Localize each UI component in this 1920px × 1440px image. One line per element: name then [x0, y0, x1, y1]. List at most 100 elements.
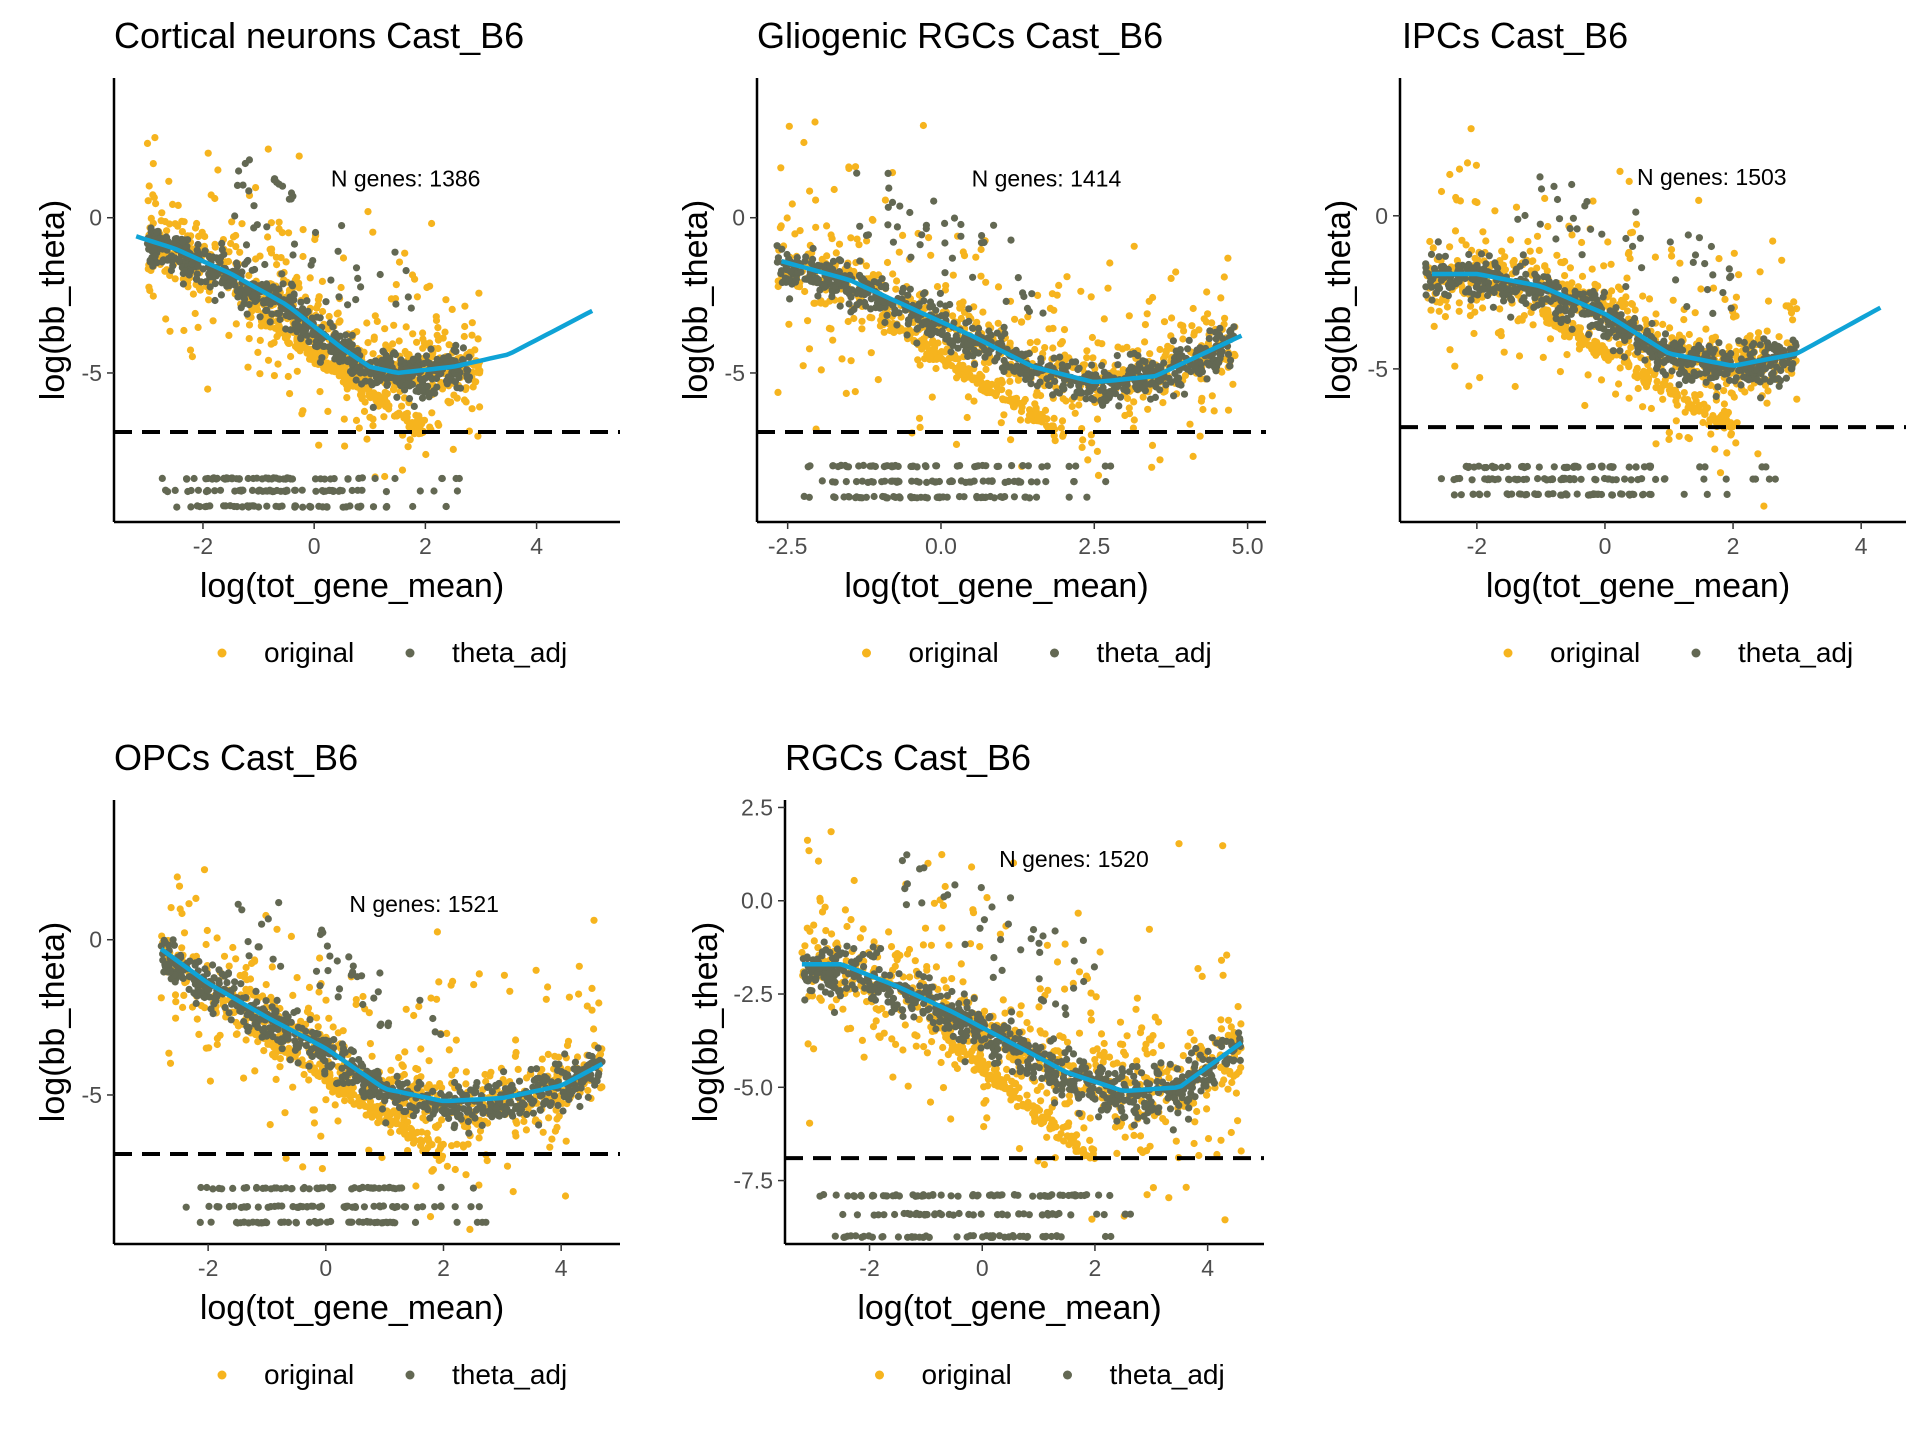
point-original	[1141, 321, 1149, 329]
point-theta-adj	[230, 280, 238, 289]
point-original	[381, 388, 389, 396]
point-theta-adj	[253, 474, 261, 482]
point-original	[999, 396, 1007, 404]
point-theta-adj	[1789, 336, 1797, 344]
legend-key-theta-adj	[1050, 648, 1059, 658]
point-theta-adj	[453, 384, 461, 392]
point-original	[1778, 256, 1786, 264]
point-theta-adj	[1587, 225, 1595, 233]
point-theta-adj	[248, 486, 257, 494]
point-original	[1455, 165, 1464, 173]
point-original	[229, 233, 238, 241]
point-theta-adj	[907, 253, 915, 261]
point-theta-adj	[1039, 309, 1047, 317]
point-original	[985, 384, 993, 393]
point-original	[308, 347, 316, 355]
point-original	[1068, 402, 1076, 411]
point-theta-adj	[287, 189, 296, 197]
point-original	[1546, 335, 1555, 343]
point-original	[949, 271, 957, 279]
point-theta-adj	[194, 262, 202, 270]
point-original	[1436, 298, 1444, 306]
y-tick-label: -5	[82, 360, 102, 386]
point-theta-adj	[1457, 491, 1465, 499]
point-theta-adj	[1720, 370, 1729, 378]
point-theta-adj	[930, 197, 938, 205]
point-original	[1500, 348, 1508, 356]
point-original	[422, 450, 430, 459]
point-original	[1616, 364, 1624, 372]
point-original	[977, 386, 985, 394]
point-theta-adj	[1634, 348, 1642, 356]
point-theta-adj	[1469, 264, 1477, 272]
point-original	[1625, 394, 1633, 402]
point-theta-adj	[1477, 250, 1486, 258]
point-theta-adj	[346, 502, 354, 510]
point-original	[413, 338, 421, 346]
point-theta-adj	[1022, 375, 1030, 383]
point-theta-adj	[1447, 279, 1455, 287]
point-original	[1725, 343, 1733, 351]
point-theta-adj	[1646, 348, 1654, 356]
point-original	[1220, 273, 1228, 281]
point-original	[461, 302, 469, 310]
point-original	[149, 160, 157, 168]
point-original	[954, 368, 963, 377]
point-original	[314, 296, 322, 304]
point-theta-adj	[256, 313, 264, 321]
point-theta-adj	[1689, 349, 1697, 357]
point-theta-adj	[853, 301, 861, 309]
point-theta-adj	[1731, 377, 1739, 385]
point-original	[1669, 296, 1677, 304]
point-theta-adj	[877, 283, 885, 291]
point-original	[835, 240, 844, 248]
point-original	[194, 323, 202, 331]
point-theta-adj	[1171, 370, 1179, 378]
point-theta-adj	[402, 267, 410, 275]
point-theta-adj	[1005, 477, 1013, 486]
point-theta-adj	[913, 477, 921, 485]
point-original	[804, 317, 812, 325]
point-theta-adj	[279, 280, 287, 288]
point-theta-adj	[1065, 493, 1073, 501]
point-original	[273, 261, 281, 269]
point-original	[829, 336, 837, 344]
y-axis-title: log(bb_theta)	[34, 200, 72, 400]
point-theta-adj	[1437, 475, 1445, 483]
point-theta-adj	[215, 256, 223, 264]
point-original	[1011, 315, 1019, 323]
point-original	[847, 234, 855, 242]
point-theta-adj	[922, 463, 930, 471]
point-original	[1144, 405, 1152, 413]
point-original	[256, 370, 264, 378]
point-original	[842, 389, 850, 397]
point-original	[1451, 227, 1460, 235]
point-original	[1104, 284, 1112, 292]
point-original	[1062, 397, 1070, 405]
point-theta-adj	[311, 228, 320, 237]
point-original	[985, 321, 993, 329]
point-theta-adj	[1010, 493, 1019, 501]
point-original	[405, 423, 413, 431]
point-theta-adj	[1654, 362, 1662, 370]
point-theta-adj	[1521, 211, 1529, 220]
point-theta-adj	[834, 463, 842, 471]
point-theta-adj	[1768, 370, 1776, 378]
point-original	[1186, 420, 1194, 428]
point-original	[1441, 313, 1449, 321]
point-theta-adj	[1516, 262, 1524, 270]
point-original	[1716, 469, 1725, 477]
point-theta-adj	[371, 474, 379, 483]
point-original	[1624, 250, 1632, 258]
point-original	[1466, 312, 1474, 320]
point-original	[1544, 222, 1552, 231]
point-theta-adj	[358, 380, 366, 388]
point-original	[299, 252, 307, 261]
point-theta-adj	[231, 487, 239, 495]
point-original	[381, 472, 389, 481]
point-theta-adj	[442, 377, 451, 385]
point-original	[1568, 231, 1576, 239]
point-original	[1482, 237, 1490, 245]
point-original	[1632, 220, 1641, 228]
point-original	[191, 309, 199, 318]
